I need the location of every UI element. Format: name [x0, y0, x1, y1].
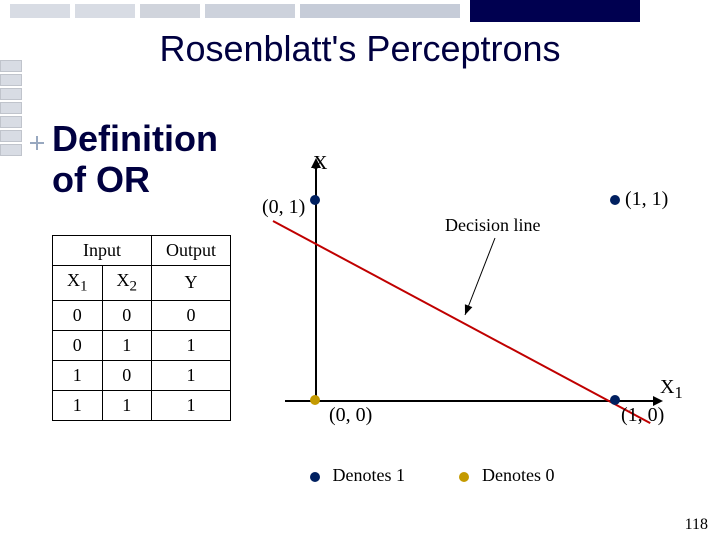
th-input: Input: [53, 236, 152, 266]
label-10: (1, 0): [621, 404, 664, 427]
point-00: [310, 395, 320, 405]
page-number: 118: [685, 516, 708, 534]
title-accent-box: [470, 0, 640, 22]
table-row: 1 0 1: [53, 360, 231, 390]
table-row: 0 1 1: [53, 330, 231, 360]
truth-table: Input Output X1 X2 Y 0 0 0 0 1 1 1 0 1 1…: [52, 235, 231, 421]
point-01: [310, 195, 320, 205]
label-01: (0, 1): [262, 196, 305, 219]
subtitle: Definition of OR: [52, 118, 218, 201]
label-00: (0, 0): [329, 404, 372, 427]
plot-area: X X1 Decision line (0, 1) (1, 1) (0, 0) …: [285, 160, 655, 420]
legend-label-one: Denotes 1: [333, 465, 405, 485]
th-x1: X1: [53, 266, 103, 301]
label-11: (1, 1): [625, 188, 668, 211]
subtitle-line1: Definition: [52, 118, 218, 159]
table-row: 0 0 0: [53, 300, 231, 330]
legend-item-one: Denotes 1: [310, 465, 405, 486]
th-y: Y: [152, 266, 231, 301]
legend-label-zero: Denotes 0: [482, 465, 554, 485]
subtitle-line2: of OR: [52, 159, 150, 200]
legend: Denotes 1 Denotes 0: [310, 465, 604, 486]
table-row: 1 1 1: [53, 390, 231, 420]
legend-dot-one-icon: [310, 472, 320, 482]
point-11: [610, 195, 620, 205]
legend-item-zero: Denotes 0: [459, 465, 554, 486]
bullet-cross-icon: [30, 136, 44, 150]
left-thumbnail-strip: [0, 60, 24, 158]
th-output: Output: [152, 236, 231, 266]
point-10: [610, 395, 620, 405]
slide-title: Rosenblatt's Perceptrons: [0, 28, 720, 70]
th-x2: X2: [102, 266, 152, 301]
legend-dot-zero-icon: [459, 472, 469, 482]
